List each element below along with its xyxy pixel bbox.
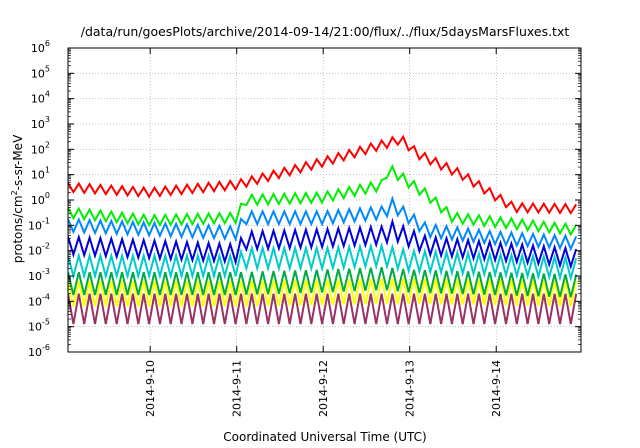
y-tick-label: 106 <box>31 39 50 55</box>
y-tick-label: 10-3 <box>28 267 50 283</box>
series-line-4 <box>68 241 578 282</box>
y-tick-label: 10-2 <box>28 242 50 258</box>
y-tick-label: 105 <box>31 64 50 80</box>
series-line-7 <box>68 163 578 237</box>
y-tick-label: 102 <box>31 140 50 156</box>
y-tick-label: 100 <box>31 191 50 207</box>
y-axis-label-sup: 2 <box>10 190 19 195</box>
y-tick-label: 101 <box>31 166 50 182</box>
y-axis-label-rest: -s-sr-MeV <box>11 134 25 190</box>
y-tick-label: 10-6 <box>28 343 50 359</box>
series-line-2 <box>68 278 578 307</box>
y-axis-label: protons/cm2-s-sr-MeV <box>10 134 25 263</box>
y-tick-label: 10-5 <box>28 318 50 334</box>
series-line-3 <box>68 266 578 298</box>
series-line-5 <box>68 217 578 270</box>
x-axis-label: Coordinated Universal Time (UTC) <box>223 430 426 444</box>
plot-area: 106 105 104 103 102 101 100 10-1 10-2 10-3 10-4 10-… <box>28 39 582 417</box>
series-line-6 <box>68 195 578 252</box>
y-axis-label-main: protons/cm <box>11 195 25 263</box>
y-tick-label: 10-1 <box>28 216 50 232</box>
y-tick-label: 10-4 <box>28 292 50 308</box>
x-tick-label: 2014-9-11 <box>231 360 244 417</box>
y-tick-label: 103 <box>31 115 50 131</box>
y-tick-label: 104 <box>31 90 50 106</box>
series-group <box>68 134 578 325</box>
x-tick-label: 2014-9-10 <box>144 360 157 417</box>
chart-title: /data/run/goesPlots/archive/2014-09-14/2… <box>81 24 570 39</box>
series-line-8 <box>68 134 578 216</box>
x-tick-label: 2014-9-14 <box>490 360 503 417</box>
x-tick-label: 2014-9-13 <box>404 360 417 417</box>
x-tick-label: 2014-9-12 <box>317 360 330 417</box>
series-line-1 <box>68 293 578 325</box>
